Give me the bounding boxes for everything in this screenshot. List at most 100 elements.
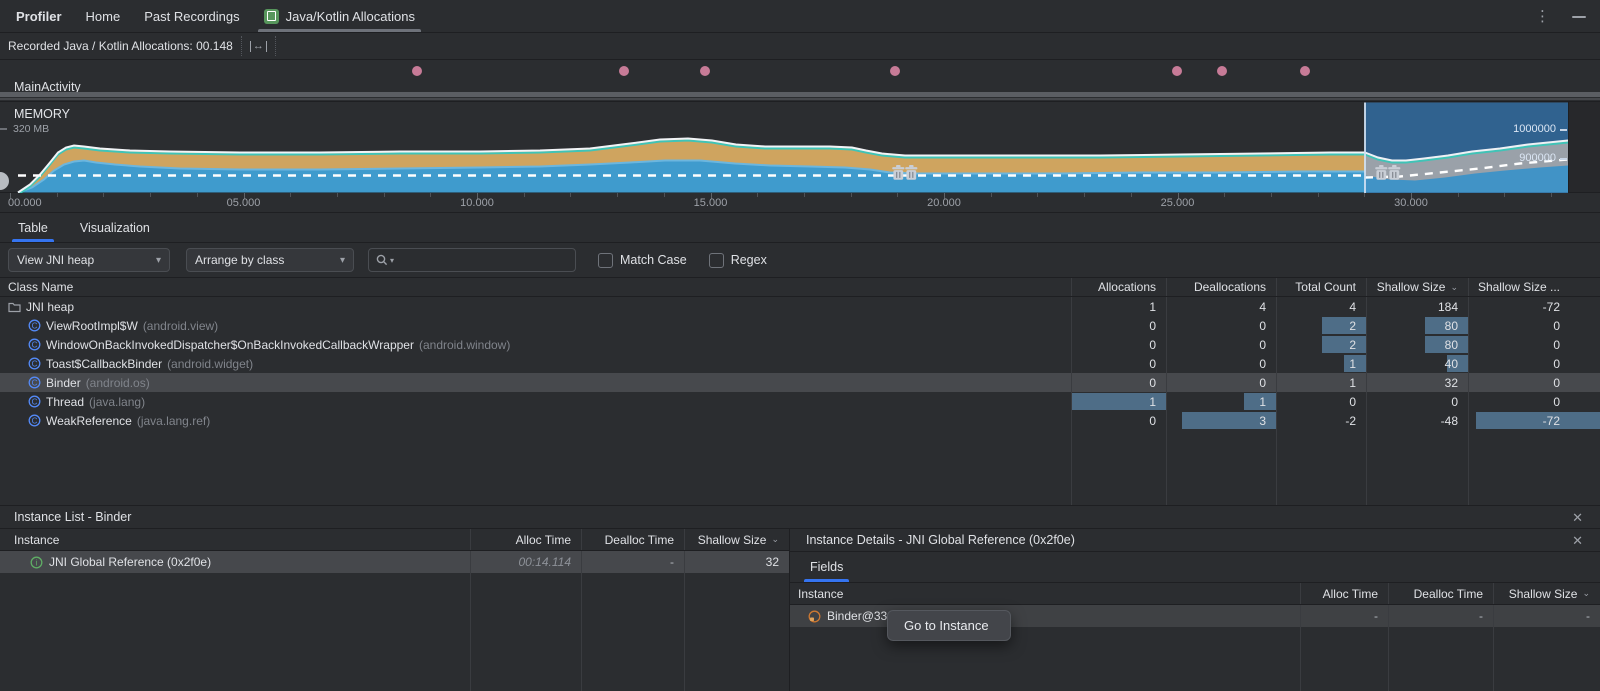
top-tab-profiler[interactable]: Profiler xyxy=(16,0,74,32)
axis-tick-label: 10.000 xyxy=(460,197,494,209)
close-icon[interactable]: ✕ xyxy=(1569,533,1586,548)
cell-value: 1 xyxy=(1276,354,1366,373)
table-row-windowonbackinvokeddispatcher-onbackinvokedcallbackwrapper[interactable]: CWindowOnBackInvokedDispatcher$OnBackInv… xyxy=(0,335,1600,354)
cell-value: 40 xyxy=(1366,354,1468,373)
sort-desc-icon: ⌄ xyxy=(771,534,779,545)
tab-label: Fields xyxy=(810,560,843,574)
tab-fields[interactable]: Fields xyxy=(808,552,845,582)
column-header-shallow-size-[interactable]: Shallow Size ... xyxy=(1468,278,1600,296)
axis-tick-label: 25.000 xyxy=(1161,197,1195,209)
axis-tick xyxy=(1364,193,1365,197)
selection-left-handle[interactable] xyxy=(1364,103,1366,194)
axis-tick-label: 30.000 xyxy=(1394,197,1428,209)
search-box[interactable]: ▾ xyxy=(368,248,576,272)
minimize-icon[interactable] xyxy=(1572,16,1586,18)
package-name: (java.lang.ref) xyxy=(137,414,210,428)
class-name: Thread xyxy=(46,395,84,409)
cell-value: 32 xyxy=(1366,373,1468,392)
axis-tick xyxy=(337,193,338,197)
context-menu: Go to Instance xyxy=(887,610,1011,641)
class-name: Binder xyxy=(46,376,81,390)
search-input[interactable] xyxy=(398,253,569,267)
allocations-icon xyxy=(264,9,279,24)
cell-value: 0 xyxy=(1468,335,1600,354)
time-axis[interactable]: 00.00005.00010.00015.00020.00025.00030.0… xyxy=(0,193,1600,213)
top-tab-past-recordings[interactable]: Past Recordings xyxy=(132,0,251,32)
instance-details-header: Instance Details - JNI Global Reference … xyxy=(790,529,1600,552)
table-row-binder[interactable]: CBinder(android.os)001320 xyxy=(0,373,1600,392)
regex-option[interactable]: Regex xyxy=(709,253,767,268)
cell-value: 1 xyxy=(1166,392,1276,411)
kebab-menu-icon[interactable]: ⋮ xyxy=(1535,9,1550,24)
axis-tick xyxy=(617,193,618,197)
memory-y-axis-label: 320 MB xyxy=(13,123,49,135)
column-header-total-count[interactable]: Total Count xyxy=(1276,278,1366,296)
column-header-dealloc-time[interactable]: Dealloc Time xyxy=(581,529,684,550)
activity-event-dot[interactable] xyxy=(412,66,422,76)
instance-row[interactable]: iJNI Global Reference (0x2f0e)00:14.114-… xyxy=(0,551,789,573)
cell-value: 0 xyxy=(1468,354,1600,373)
table-row-jni-heap[interactable]: JNI heap144184-72 xyxy=(0,297,1600,316)
alloc-time: 00:14.114 xyxy=(519,555,572,569)
heap-select[interactable]: View JNI heap ▾ xyxy=(8,248,170,272)
axis-tick xyxy=(1037,193,1038,197)
package-name: (android.window) xyxy=(419,338,510,352)
tab-label: Profiler xyxy=(16,9,62,24)
instance-list-title: Instance List - Binder xyxy=(14,510,131,524)
memory-chart[interactable]: MEMORY 320 MB 1000000 900000 xyxy=(0,101,1600,193)
sort-desc-icon: ⌄ xyxy=(1582,588,1590,599)
column-header-shallow-size[interactable]: Shallow Size⌄ xyxy=(1493,583,1600,604)
match-case-label: Match Case xyxy=(620,253,687,267)
activity-event-dot[interactable] xyxy=(1172,66,1182,76)
class-icon: C xyxy=(28,338,41,351)
cell-value: 4 xyxy=(1166,297,1276,316)
memory-area-chart[interactable] xyxy=(0,102,1600,194)
svg-text:C: C xyxy=(32,321,38,330)
activity-event-dot[interactable] xyxy=(619,66,629,76)
svg-text:C: C xyxy=(32,397,38,406)
column-header-allocations[interactable]: Allocations xyxy=(1071,278,1166,296)
menu-item-go-to-instance[interactable]: Go to Instance xyxy=(888,618,1010,633)
arrange-select-value: Arrange by class xyxy=(195,253,284,267)
view-tab-visualization[interactable]: Visualization xyxy=(78,213,152,242)
match-case-checkbox[interactable] xyxy=(598,253,613,268)
table-row-toast-callbackbinder[interactable]: CToast$CallbackBinder(android.widget)001… xyxy=(0,354,1600,373)
selection-tick-1 xyxy=(1560,129,1567,131)
class-icon: C xyxy=(28,357,41,370)
class-icon: C xyxy=(28,414,41,427)
column-header-instance[interactable]: Instance xyxy=(790,583,1300,604)
column-header-class-name[interactable]: Class Name xyxy=(0,278,1071,296)
activity-event-dot[interactable] xyxy=(890,66,900,76)
memory-title: MEMORY xyxy=(14,107,70,121)
column-header-deallocations[interactable]: Deallocations xyxy=(1166,278,1276,296)
column-header-shallow-size[interactable]: Shallow Size⌄ xyxy=(684,529,789,550)
sort-desc-icon: ⌄ xyxy=(1450,282,1458,293)
table-row-viewrootimpl-w[interactable]: CViewRootImpl$W(android.view)002800 xyxy=(0,316,1600,335)
tab-label: Home xyxy=(86,9,121,24)
cell-value: 2 xyxy=(1276,335,1366,354)
table-row-weakreference[interactable]: CWeakReference(java.lang.ref)03-2-48-72 xyxy=(0,411,1600,430)
activity-event-dot[interactable] xyxy=(1300,66,1310,76)
column-header-alloc-time[interactable]: Alloc Time xyxy=(1300,583,1388,604)
memory-y-tick xyxy=(0,128,7,130)
activity-event-dot[interactable] xyxy=(700,66,710,76)
top-tab-bar: Profiler Home Past RecordingsJava/Kotlin A… xyxy=(0,0,1600,33)
arrange-select[interactable]: Arrange by class ▾ xyxy=(186,248,354,272)
match-case-option[interactable]: Match Case xyxy=(598,253,687,268)
column-header-shallow-size[interactable]: Shallow Size⌄ xyxy=(1366,278,1468,296)
zoom-to-fit-button[interactable]: ↔ xyxy=(241,36,276,56)
top-tab-java-kotlin-allocations[interactable]: Java/Kotlin Allocations xyxy=(252,0,427,32)
table-row-thread[interactable]: CThread(java.lang)11000 xyxy=(0,392,1600,411)
activity-event-dot[interactable] xyxy=(1217,66,1227,76)
regex-checkbox[interactable] xyxy=(709,253,724,268)
cell-value: 0 xyxy=(1468,316,1600,335)
class-icon: C xyxy=(28,376,41,389)
column-header-alloc-time[interactable]: Alloc Time xyxy=(470,529,581,550)
column-header-instance[interactable]: Instance xyxy=(0,529,470,550)
close-icon[interactable]: ✕ xyxy=(1569,510,1586,525)
column-header-dealloc-time[interactable]: Dealloc Time xyxy=(1388,583,1493,604)
view-tab-table[interactable]: Table xyxy=(16,213,50,242)
jni-reference-icon: i xyxy=(30,556,43,569)
axis-tick-label: 00.000 xyxy=(8,197,42,209)
top-tab-home[interactable]: Home xyxy=(74,0,133,32)
